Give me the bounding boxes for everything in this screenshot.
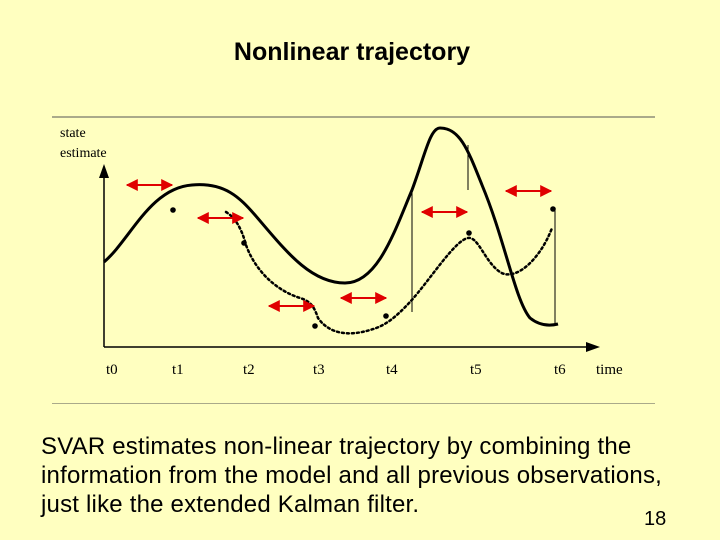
page-number: 18 [644,508,667,530]
time-label-t4: t4 [386,362,398,378]
x-axis-arrowhead [586,342,600,352]
observation-point-t6 [550,206,556,212]
x-axis-label: time [596,362,623,378]
observation-point-t2 [241,240,247,246]
time-label-t6: t6 [554,362,566,378]
estimated-trajectory-curve [224,210,554,335]
trajectory-diagram: state estimate time t0 t1 t2 t3 t4 t5 t6 [52,116,655,404]
y-axis-label-line1: state [60,126,86,141]
slide-title: Nonlinear trajectory [233,38,471,66]
true-trajectory-curve [103,126,559,327]
observation-point-t1 [170,207,176,213]
observation-point-t3 [312,323,318,329]
y-axis-label-line2: estimate [60,146,107,161]
time-label-t3: t3 [313,362,325,378]
observation-point-t4 [383,313,389,319]
time-label-t1: t1 [172,362,184,378]
slide-caption: SVAR estimates non-linear trajectory by … [41,433,663,518]
y-axis-arrowhead [99,164,109,178]
time-label-t2: t2 [243,362,255,378]
time-label-t0: t0 [106,362,118,378]
time-label-t5: t5 [470,362,482,378]
observation-point-t5 [466,230,472,236]
